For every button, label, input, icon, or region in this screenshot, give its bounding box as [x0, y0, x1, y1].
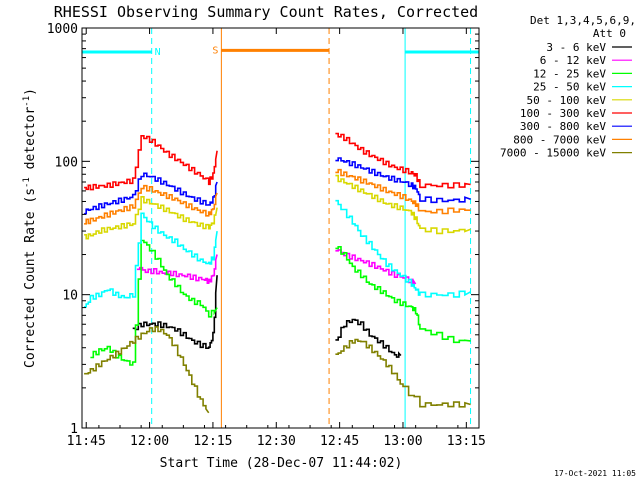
- x-tick-label-5: 13:00: [383, 434, 422, 449]
- x-tick-label-0: 11:45: [67, 434, 106, 449]
- x-tick-label-4: 12:45: [320, 434, 359, 449]
- flag-label-n: N: [155, 47, 161, 58]
- series-line-7-0: [84, 184, 218, 225]
- series-line-5-0: [84, 135, 218, 191]
- series-line-6-1: [335, 157, 471, 204]
- y-axis-label-end: ): [23, 88, 38, 96]
- legend-label-0: 3 - 6 keV: [546, 41, 606, 54]
- footer-date: 17-Oct-2021 11:05: [554, 469, 636, 478]
- series-line-7-1: [335, 168, 471, 215]
- legend-label-3: 25 - 50 keV: [533, 81, 606, 94]
- series-line-4-0: [84, 196, 218, 240]
- x-tick-label-3: 12:30: [257, 434, 296, 449]
- legend-label-1: 6 - 12 keV: [540, 54, 607, 67]
- y-axis: 1 10 100 1000: [47, 22, 479, 437]
- y-tick-label-3: 1000: [47, 22, 78, 37]
- y-axis-label-mid: detector: [23, 107, 38, 178]
- series-line-0-1: [335, 318, 402, 358]
- chart-title: RHESSI Observing Summary Count Rates, Co…: [54, 3, 478, 21]
- series-line-4-1: [335, 174, 471, 235]
- legend-label-8: 7000 - 15000 keV: [500, 147, 606, 160]
- series-line-2-0: [90, 239, 218, 366]
- series-line-3-0: [84, 212, 218, 308]
- x-axis: 11:45 12:00 12:15 12:30 12:45 13:00 13:15: [67, 28, 486, 449]
- y-axis-label-main: Corrected Count Rate (s: [23, 188, 38, 368]
- x-tick-label-1: 12:00: [130, 434, 169, 449]
- legend-label-4: 50 - 100 keV: [527, 94, 607, 107]
- legend-label-2: 12 - 25 keV: [533, 67, 606, 80]
- legend-label-6: 300 - 800 keV: [520, 120, 606, 133]
- legend-label-5: 100 - 300 keV: [520, 107, 606, 120]
- y-tick-label-1: 10: [62, 289, 78, 304]
- series-line-3-1: [335, 199, 471, 298]
- x-tick-label-6: 13:15: [447, 434, 486, 449]
- y-axis-label: Corrected Count Rate (s-1 detector-1): [22, 88, 38, 368]
- x-axis-label: Start Time (28-Dec-07 11:44:02): [160, 456, 403, 471]
- y-tick-label-2: 100: [55, 155, 78, 170]
- series-line-2-1: [335, 246, 471, 344]
- legend-label-7: 800 - 7000 keV: [513, 133, 606, 146]
- flag-label-s: S: [212, 45, 218, 56]
- series-line-5-1: [335, 132, 471, 189]
- series-line-8-1: [335, 338, 471, 408]
- series-line-6-0: [84, 172, 218, 215]
- series-line-1-0: [136, 254, 218, 284]
- y-axis-label-sup1: -1: [22, 177, 32, 188]
- series-line-8-0: [84, 326, 210, 414]
- legend-header-line-1: Det 1,3,4,5,6,9,: [530, 14, 636, 27]
- legend-header-line-2: Att 0: [593, 27, 626, 40]
- y-axis-label-sup2: -1: [22, 96, 32, 107]
- series-line-0-0: [132, 275, 218, 349]
- series-group: [84, 132, 471, 414]
- y-tick-label-0: 1: [70, 422, 78, 437]
- plot-frame: [81, 27, 480, 429]
- x-tick-label-2: 12:15: [193, 434, 232, 449]
